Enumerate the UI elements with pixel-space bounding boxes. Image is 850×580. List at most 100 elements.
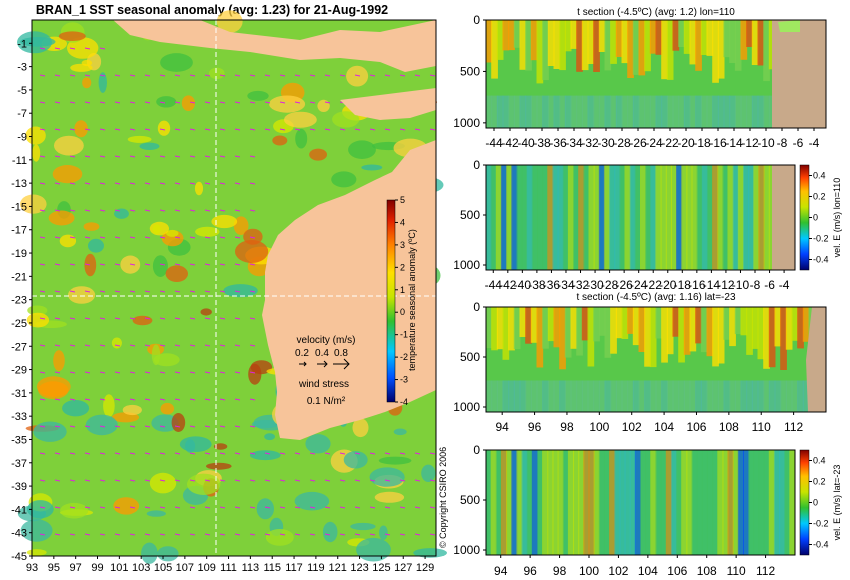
anomaly-patch — [309, 148, 327, 161]
wind-stress-arrow — [114, 479, 121, 482]
wind-stress-arrow — [189, 155, 196, 158]
section-x-tick-label: -4 — [809, 136, 820, 150]
section-velocity-column — [660, 165, 667, 270]
section-surface-band — [678, 20, 685, 47]
section-surface-band — [712, 307, 719, 367]
section-surface-band — [491, 20, 498, 79]
section-deep-band — [581, 95, 589, 128]
wind-stress-arrow — [204, 425, 211, 428]
wind-stress-arrow — [84, 209, 91, 212]
section-x-tick-label: -40 — [517, 136, 535, 150]
section-velocity-column — [640, 165, 647, 270]
anomaly-patch — [249, 450, 281, 461]
section-x-tick-label: -24 — [645, 136, 663, 150]
anomaly-patch — [141, 542, 158, 564]
velocity-arrow-large — [333, 358, 350, 370]
section-deep-band — [621, 380, 629, 412]
section-velocity-column — [712, 450, 719, 555]
section-velocity-column — [706, 165, 714, 270]
wind-stress-arrow — [234, 290, 241, 293]
section-velocity-column — [598, 165, 605, 270]
section-deep-band — [615, 380, 623, 412]
wind-stress-arrow — [294, 452, 301, 455]
map-frame — [31, 19, 437, 557]
anomaly-patch — [247, 90, 269, 101]
wind-stress-arrow — [189, 533, 196, 536]
section-deep-band — [723, 95, 731, 128]
sst-map-panel: 93 95 97 99 101 103 105 107 109 111 113 115 117 119 12… — [11, 10, 447, 574]
section-x-tick-label: 96 — [523, 564, 537, 578]
anomaly-patch — [233, 216, 249, 235]
wind-stress-arrow — [39, 425, 46, 428]
section-x-tick-label: -34 — [565, 136, 583, 150]
section-deep-band — [502, 380, 510, 412]
section-x-tick-label: 102 — [622, 420, 642, 434]
anomaly-patch — [195, 226, 220, 237]
wind-stress-arrow — [99, 506, 106, 509]
section-x-tick-label: 100 — [579, 564, 599, 578]
section-surface-band — [593, 20, 600, 72]
section-surface-band — [604, 307, 612, 358]
section-surface-band — [627, 307, 634, 334]
section-velocity-column — [758, 165, 765, 270]
wind-stress-arrow — [414, 479, 421, 482]
anomaly-patch — [206, 462, 232, 470]
section-velocity-column — [748, 165, 755, 270]
wind-stress-arrow — [324, 533, 331, 536]
wind-stress-arrow — [384, 128, 391, 131]
wind-stress-arrow — [99, 344, 106, 347]
section-velocity-column — [526, 450, 533, 555]
map-y-tick-label: -27 — [11, 341, 27, 353]
section-deep-band — [695, 95, 702, 128]
wind-stress-arrow — [174, 479, 181, 482]
wind-stress-arrow — [204, 101, 211, 104]
section-deep-band — [700, 380, 708, 412]
wind-stress-arrow — [204, 155, 211, 158]
wind-stress-arrow — [144, 209, 151, 212]
wind-stress-arrow — [369, 506, 376, 509]
section-velocity-column — [557, 165, 564, 270]
wind-stress-arrow — [129, 209, 136, 212]
wind-stress-arrow — [54, 344, 61, 347]
section-x-tick-label: -32 — [581, 136, 599, 150]
section-surface-band — [621, 307, 629, 339]
anomaly-patch — [88, 238, 104, 253]
section-deep-band — [542, 95, 549, 128]
section-frame — [485, 306, 827, 413]
wind-stress-arrow — [369, 74, 376, 77]
section-deep-band — [632, 95, 640, 128]
section-x-tick-label: -14 — [703, 278, 721, 292]
wind-stress-arrow — [279, 452, 286, 455]
wind-stress-arrow — [54, 182, 61, 185]
wind-stress-arrow — [54, 506, 61, 509]
section-velocity-column — [789, 450, 796, 555]
map-colorbar: 5 4 3 2 1 0 -1 -2 -3 -4 temperature seasonal anom… — [386, 195, 417, 407]
wind-stress-arrow — [129, 128, 136, 131]
section-surface-band — [740, 307, 748, 336]
shelf-patch — [778, 20, 800, 32]
wind-stress-arrow — [294, 74, 301, 77]
anomaly-patch — [59, 234, 77, 248]
section-x-tick-label: 110 — [727, 564, 746, 578]
section-deep-band — [763, 95, 770, 128]
wind-stress-arrow — [249, 155, 256, 158]
section-surface-band — [661, 307, 668, 363]
section-surface-band — [734, 20, 742, 71]
section-velocity-column — [619, 450, 626, 555]
wind-stress-arrow — [114, 425, 121, 428]
wind-stress-arrow — [159, 74, 166, 77]
wind-stress-arrow — [159, 479, 166, 482]
section-deep-band — [513, 95, 521, 128]
section-surface-band — [666, 20, 674, 80]
wind-stress-arrow — [279, 128, 286, 131]
section-surface-band — [508, 20, 515, 51]
map-x-tick-label: 93 — [26, 562, 38, 574]
wind-stress-arrow — [354, 506, 361, 509]
section-deep-band — [751, 380, 759, 412]
section-velocity-column — [516, 450, 523, 555]
section-deep-band — [638, 380, 646, 412]
anomaly-patch — [331, 171, 357, 188]
anomaly-patch — [98, 72, 108, 93]
wind-stress-arrow — [249, 74, 256, 77]
wind-stress-arrow — [204, 344, 211, 347]
